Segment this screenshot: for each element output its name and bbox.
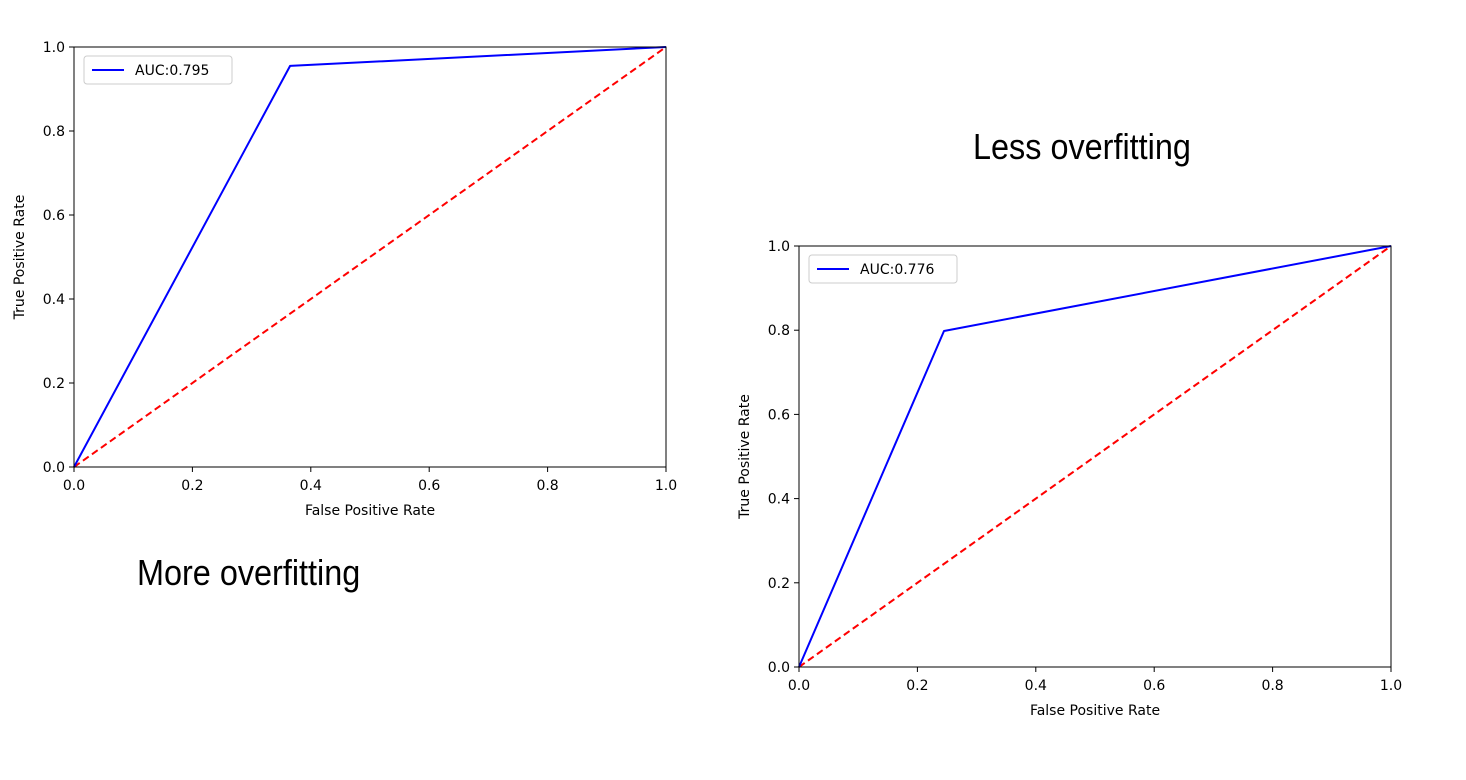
x-tick-label: 1.0 (1380, 678, 1402, 694)
x-tick-label: 0.6 (1143, 678, 1165, 694)
x-tick-label: 0.0 (63, 478, 85, 494)
x-axis-label: False Positive Rate (1030, 703, 1160, 719)
y-axis-label: True Positive Rate (12, 195, 28, 321)
y-tick-label: 0.6 (768, 407, 790, 423)
legend-box (83, 55, 233, 85)
x-tick-label: 0.0 (788, 678, 810, 694)
x-axis-label: False Positive Rate (305, 503, 435, 519)
x-tick-label: 0.2 (906, 678, 928, 694)
x-tick-label: 0.2 (181, 478, 203, 494)
x-tick-label: 0.4 (1025, 678, 1047, 694)
plot-frame (798, 245, 1392, 668)
legend-label: AUC:0.795 (135, 63, 209, 79)
y-tick-label: 0.0 (43, 460, 65, 476)
x-tick-label: 0.8 (1261, 678, 1283, 694)
legend-box (808, 254, 958, 284)
x-tick-label: 0.8 (536, 478, 558, 494)
legend-label: AUC:0.776 (860, 262, 934, 278)
y-tick-label: 1.0 (43, 40, 65, 56)
y-axis-label: True Positive Rate (737, 394, 753, 520)
roc-curve-line (73, 46, 667, 468)
y-tick-label: 0.6 (43, 208, 65, 224)
y-tick-label: 0.4 (43, 292, 65, 308)
y-tick-label: 0.4 (768, 492, 790, 508)
x-tick-label: 0.4 (300, 478, 322, 494)
y-tick-label: 0.2 (43, 376, 65, 392)
x-tick-label: 0.6 (418, 478, 440, 494)
y-tick-label: 0.8 (768, 323, 790, 339)
y-tick-label: 1.0 (768, 239, 790, 255)
plot-frame (73, 46, 667, 468)
y-tick-label: 0.0 (768, 660, 790, 676)
caption-less-overfitting: Less overfitting (973, 126, 1191, 167)
chance-diagonal-line (798, 245, 1392, 668)
x-tick-label: 1.0 (655, 478, 677, 494)
roc-curve-line (798, 245, 1392, 668)
y-tick-label: 0.8 (43, 124, 65, 140)
y-tick-label: 0.2 (768, 576, 790, 592)
caption-more-overfitting: More overfitting (137, 552, 361, 593)
